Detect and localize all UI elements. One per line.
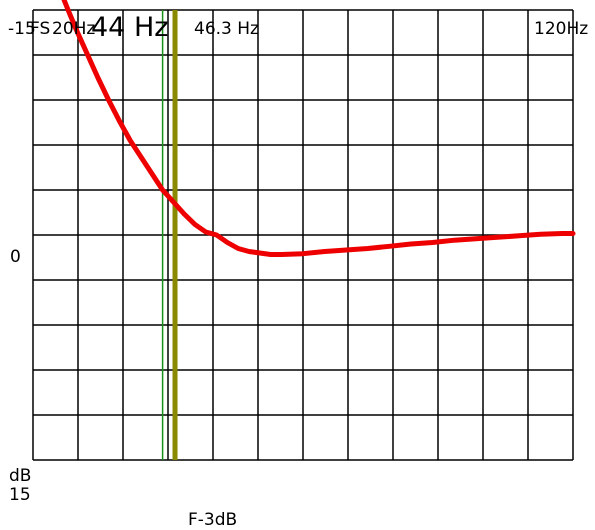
fs-label: FS (30, 19, 50, 39)
end-frequency-label: 120Hz (534, 19, 588, 39)
zero-db-label: 0 (10, 247, 21, 267)
start-frequency-label: 20Hz (52, 19, 95, 39)
f3db-frequency-value: 46.3 Hz (194, 19, 259, 39)
f3db-caption: F-3dB (188, 510, 237, 530)
chart-labels: -15 FS 20Hz 44 Hz 46.3 Hz 120Hz 0 dB 15 … (8, 12, 588, 530)
fs-frequency-value: 44 Hz (91, 12, 168, 43)
response-curve-layer (61, 0, 576, 257)
bottom-value-label: 15 (9, 485, 31, 505)
chart-grid (32, 9, 574, 461)
response-curve (61, 0, 576, 257)
frequency-markers (161, 10, 178, 460)
db-unit-label: dB (9, 466, 31, 486)
top-left-value-label: -15 (8, 19, 36, 39)
